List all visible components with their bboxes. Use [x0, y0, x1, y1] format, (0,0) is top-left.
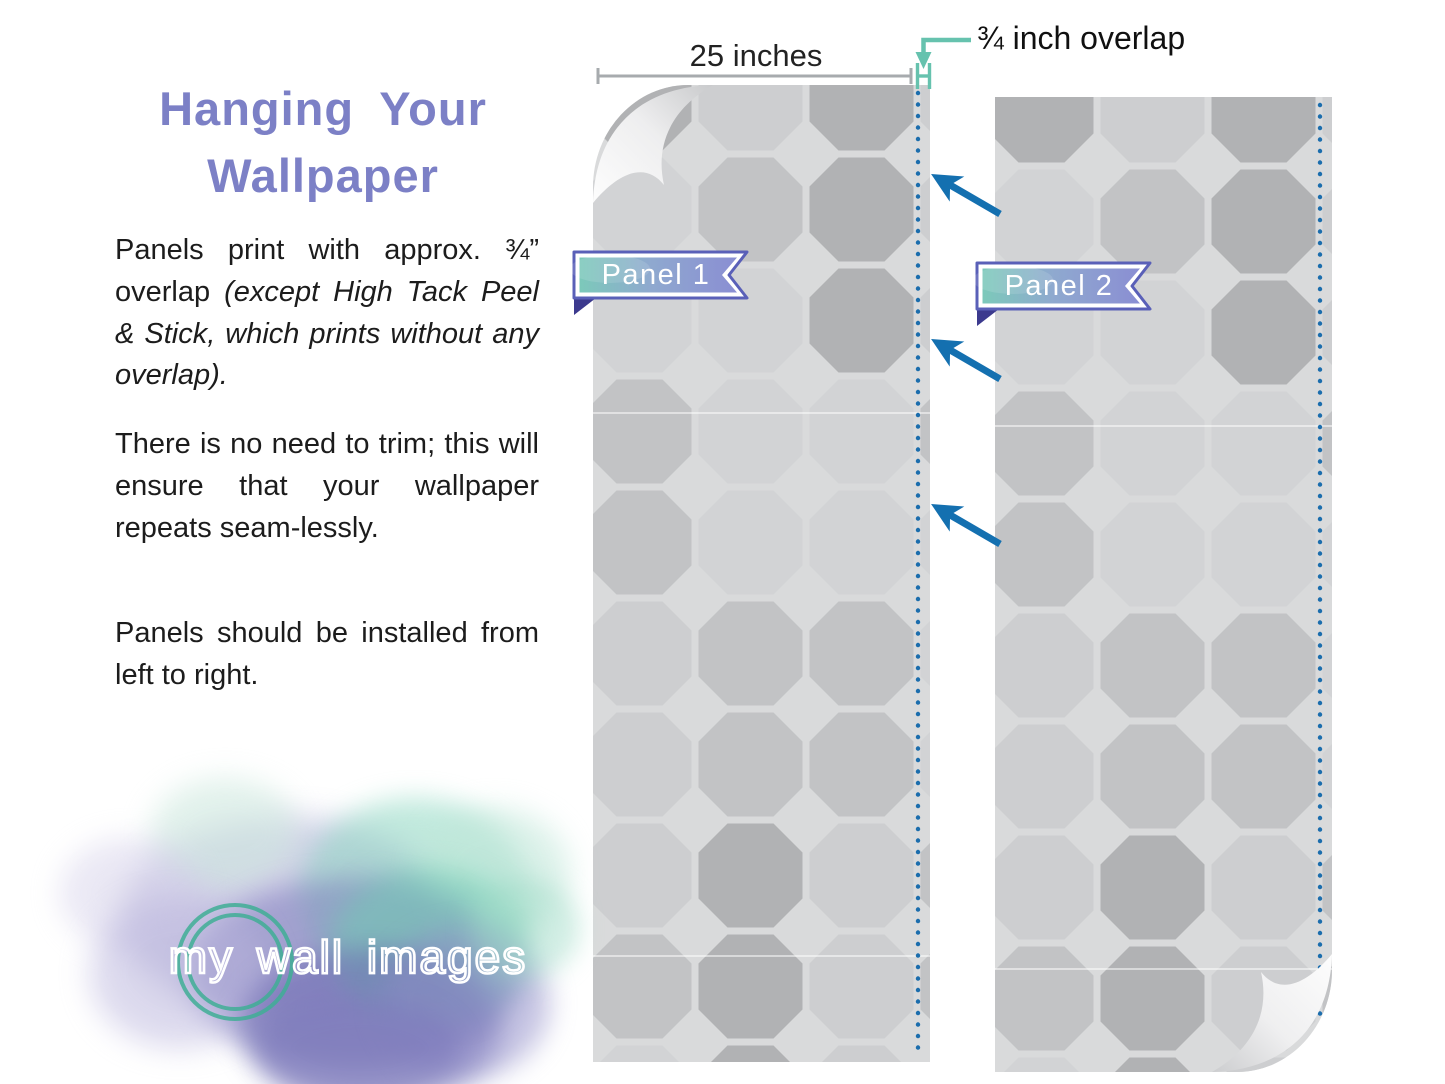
repeat-seam	[995, 968, 1332, 970]
overlap-dotted-line	[915, 90, 921, 1060]
seam-arrow-icon	[931, 173, 1002, 218]
wallpaper-pattern	[593, 85, 930, 1062]
repeat-seam	[995, 425, 1332, 427]
logo-wordmark: my wall images	[167, 930, 528, 985]
overlap-dotted-line	[1317, 102, 1323, 1030]
page-curl-icon	[593, 85, 713, 203]
install-paragraph: Panels should be installed from left to …	[115, 617, 539, 691]
overlap-paragraph-italic: (except High Tack Peel & Stick, which pr…	[115, 275, 539, 392]
wallpaper-pattern	[995, 97, 1332, 1072]
page-curl-icon	[1212, 954, 1332, 1072]
wallpaper-panel-2	[995, 97, 1332, 1072]
repeat-seam	[593, 955, 930, 957]
wallpaper-panel-1	[593, 85, 930, 1062]
panel-2-ribbon	[973, 261, 1152, 326]
seam-arrow-icon	[931, 338, 1002, 383]
watercolor-blob	[470, 878, 580, 978]
page-title-line2: Wallpaper	[207, 148, 439, 202]
trim-paragraph: There is no need to trim; this will ensu…	[115, 428, 539, 544]
page-title-line1: Hanging Your	[159, 82, 487, 135]
watercolor-blob	[260, 998, 460, 1084]
page-title: Hanging Your Wallpaper	[88, 76, 558, 209]
overlap-pointer-icon	[915, 37, 971, 69]
panel-2-label: Panel 2	[1004, 270, 1114, 302]
measurement-label: 25 inches	[689, 38, 823, 73]
logo-rings-icon	[176, 903, 294, 1021]
panel-1-label: Panel 1	[601, 259, 711, 291]
repeat-seam	[593, 412, 930, 414]
overlap-paragraph: Panels print with approx. ¾” overlap (ex…	[115, 230, 539, 397]
overlap-paragraph-regular: Panels print with approx. ¾” overlap	[115, 234, 539, 308]
brand-logo: my wall images	[30, 718, 580, 1084]
overlap-label: ¾ inch overlap	[977, 20, 1186, 56]
panel-1-ribbon	[570, 250, 749, 315]
seam-arrow-icon	[931, 503, 1002, 548]
